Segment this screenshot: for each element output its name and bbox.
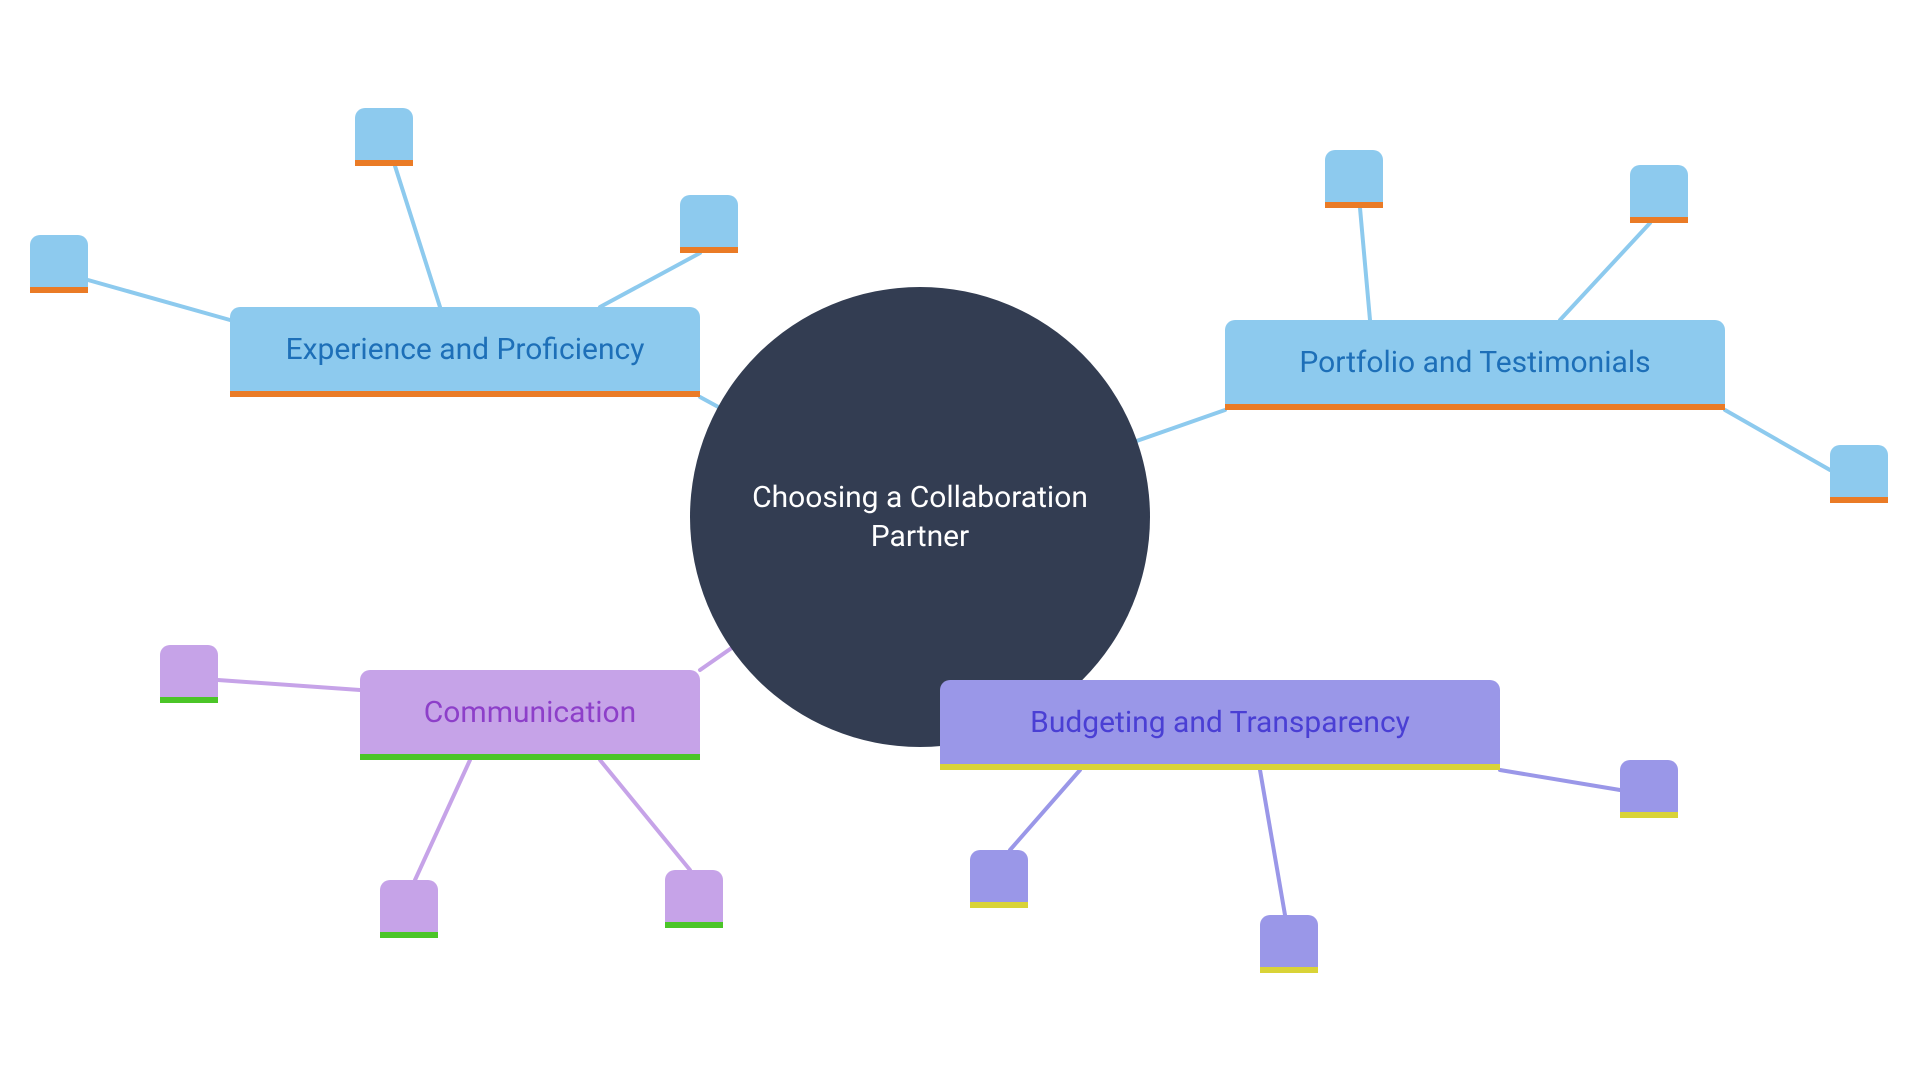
center-label: Choosing a Collaboration Partner [720, 478, 1120, 556]
leaf-experience-2 [680, 195, 738, 253]
leaf-communication-2 [665, 870, 723, 928]
leaf-portfolio-2 [1830, 445, 1888, 503]
branch-budgeting: Budgeting and Transparency [940, 680, 1500, 770]
branch-label: Portfolio and Testimonials [1299, 345, 1650, 380]
leaf-budgeting-1 [1260, 915, 1318, 973]
leaf-experience-1 [355, 108, 413, 166]
leaf-budgeting-2 [1620, 760, 1678, 818]
leaf-portfolio-0 [1325, 150, 1383, 208]
branch-label: Experience and Proficiency [286, 332, 645, 367]
branch-communication: Communication [360, 670, 700, 760]
branch-portfolio: Portfolio and Testimonials [1225, 320, 1725, 410]
leaf-communication-0 [160, 645, 218, 703]
branch-label: Budgeting and Transparency [1030, 705, 1410, 740]
branch-experience: Experience and Proficiency [230, 307, 700, 397]
center-node: Choosing a Collaboration Partner [690, 287, 1150, 747]
branch-label: Communication [424, 695, 636, 730]
leaf-experience-0 [30, 235, 88, 293]
leaf-budgeting-0 [970, 850, 1028, 908]
leaf-portfolio-1 [1630, 165, 1688, 223]
leaf-communication-1 [380, 880, 438, 938]
